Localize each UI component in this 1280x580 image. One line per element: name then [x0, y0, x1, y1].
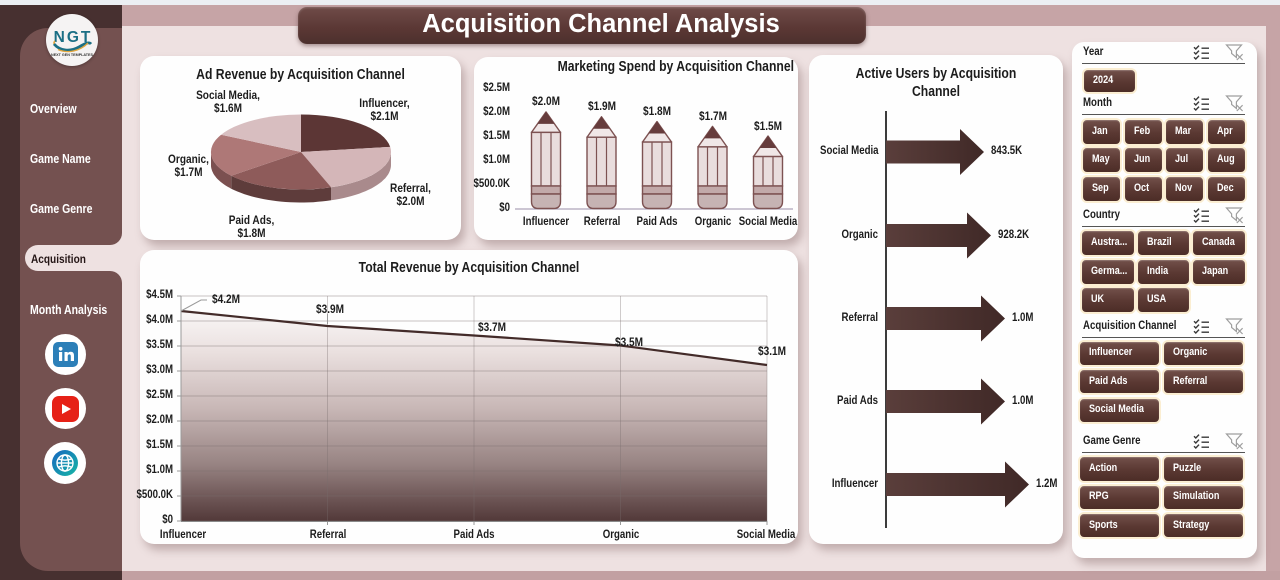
- svg-text:NGT: NGT: [54, 29, 93, 46]
- svg-text:NEXT GEN TEMPLATES: NEXT GEN TEMPLATES: [51, 53, 93, 57]
